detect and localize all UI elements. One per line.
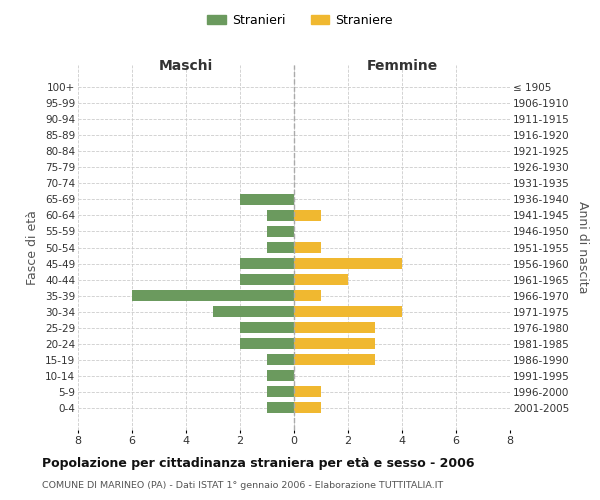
Bar: [294, 386, 321, 398]
Y-axis label: Fasce di età: Fasce di età: [26, 210, 40, 285]
Bar: [240, 274, 294, 285]
Bar: [240, 258, 294, 269]
Bar: [294, 306, 402, 317]
Bar: [294, 290, 321, 301]
Bar: [267, 226, 294, 237]
Bar: [213, 306, 294, 317]
Legend: Stranieri, Straniere: Stranieri, Straniere: [202, 8, 398, 32]
Text: Popolazione per cittadinanza straniera per età e sesso - 2006: Popolazione per cittadinanza straniera p…: [42, 458, 475, 470]
Bar: [240, 338, 294, 349]
Bar: [267, 402, 294, 413]
Bar: [132, 290, 294, 301]
Bar: [267, 370, 294, 382]
Bar: [294, 242, 321, 253]
Bar: [267, 386, 294, 398]
Bar: [294, 338, 375, 349]
Bar: [267, 354, 294, 366]
Bar: [267, 242, 294, 253]
Bar: [294, 322, 375, 334]
Text: COMUNE DI MARINEO (PA) - Dati ISTAT 1° gennaio 2006 - Elaborazione TUTTITALIA.IT: COMUNE DI MARINEO (PA) - Dati ISTAT 1° g…: [42, 481, 443, 490]
Bar: [267, 210, 294, 221]
Bar: [294, 274, 348, 285]
Text: Femmine: Femmine: [367, 59, 437, 73]
Bar: [240, 194, 294, 205]
Bar: [240, 322, 294, 334]
Bar: [294, 258, 402, 269]
Y-axis label: Anni di nascita: Anni di nascita: [576, 201, 589, 294]
Text: Maschi: Maschi: [159, 59, 213, 73]
Bar: [294, 354, 375, 366]
Bar: [294, 210, 321, 221]
Bar: [294, 402, 321, 413]
